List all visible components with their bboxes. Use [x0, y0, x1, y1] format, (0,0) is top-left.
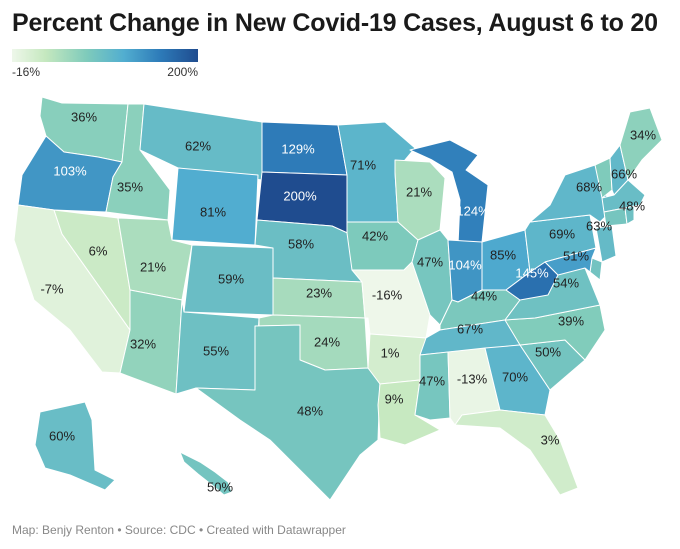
state-label-ky: 44%	[471, 288, 497, 303]
state-label-in: 104%	[448, 257, 482, 272]
state-label-nd: 129%	[281, 141, 315, 156]
state-label-mo: -16%	[372, 287, 403, 302]
color-legend: -16% 200%	[12, 49, 198, 79]
state-label-ak: 60%	[49, 428, 75, 443]
state-label-or: 103%	[53, 163, 87, 178]
state-hi	[179, 451, 233, 496]
state-label-tx: 48%	[297, 403, 323, 418]
state-label-ne: 58%	[288, 236, 314, 251]
source-footer: Map: Benjy Renton • Source: CDC • Create…	[12, 523, 346, 537]
state-label-me: 34%	[630, 127, 656, 142]
state-label-ca: -7%	[40, 281, 64, 296]
state-label-al: -13%	[457, 371, 488, 386]
chart-title: Percent Change in New Covid-19 Cases, Au…	[12, 9, 658, 37]
state-label-wa: 36%	[71, 109, 97, 124]
state-tx	[195, 324, 381, 501]
state-label-nv: 6%	[89, 243, 108, 258]
state-label-hi: 50%	[207, 479, 233, 494]
state-fl	[454, 409, 579, 496]
state-label-id: 35%	[117, 179, 143, 194]
legend-gradient-bar	[12, 49, 198, 62]
state-label-de: 51%	[563, 248, 589, 263]
state-label-ar: 1%	[381, 345, 400, 360]
state-label-mn: 71%	[350, 157, 376, 172]
legend-max-label: 200%	[167, 65, 198, 79]
state-label-ms: 47%	[419, 373, 445, 388]
state-az	[119, 289, 183, 395]
state-label-va: 54%	[553, 275, 579, 290]
legend-min-label: -16%	[12, 65, 41, 79]
state-label-mt: 62%	[185, 138, 211, 153]
state-label-co: 59%	[218, 271, 244, 286]
state-label-la: 9%	[385, 391, 404, 406]
state-label-nh: 66%	[611, 166, 637, 181]
state-label-oh: 85%	[490, 247, 516, 262]
state-label-ks: 23%	[306, 285, 332, 300]
state-me	[619, 107, 663, 181]
state-label-sc: 50%	[535, 344, 561, 359]
state-ri	[624, 205, 635, 225]
state-label-pa: 69%	[549, 226, 575, 241]
state-label-nj: 63%	[586, 218, 612, 233]
state-label-ut: 21%	[140, 259, 166, 274]
state-ak	[34, 401, 116, 491]
state-label-ia: 42%	[362, 228, 388, 243]
state-label-ny: 68%	[576, 179, 602, 194]
state-label-nm: 55%	[203, 343, 229, 358]
state-label-ok: 24%	[314, 334, 340, 349]
state-label-wv: 145%	[515, 265, 549, 280]
state-label-sd: 200%	[283, 188, 317, 203]
state-label-il: 47%	[417, 254, 443, 269]
state-label-ct: 48%	[619, 198, 645, 213]
state-label-fl: 3%	[541, 432, 560, 447]
state-label-wy: 81%	[200, 204, 226, 219]
state-nj	[595, 225, 617, 263]
state-label-tn: 67%	[457, 321, 483, 336]
state-label-wi: 21%	[406, 184, 432, 199]
state-label-nc: 39%	[558, 313, 584, 328]
state-ga	[484, 344, 551, 416]
state-label-ga: 70%	[502, 369, 528, 384]
state-label-mi: 124%	[456, 203, 490, 218]
state-label-az: 32%	[130, 336, 156, 351]
state-md	[544, 247, 597, 276]
